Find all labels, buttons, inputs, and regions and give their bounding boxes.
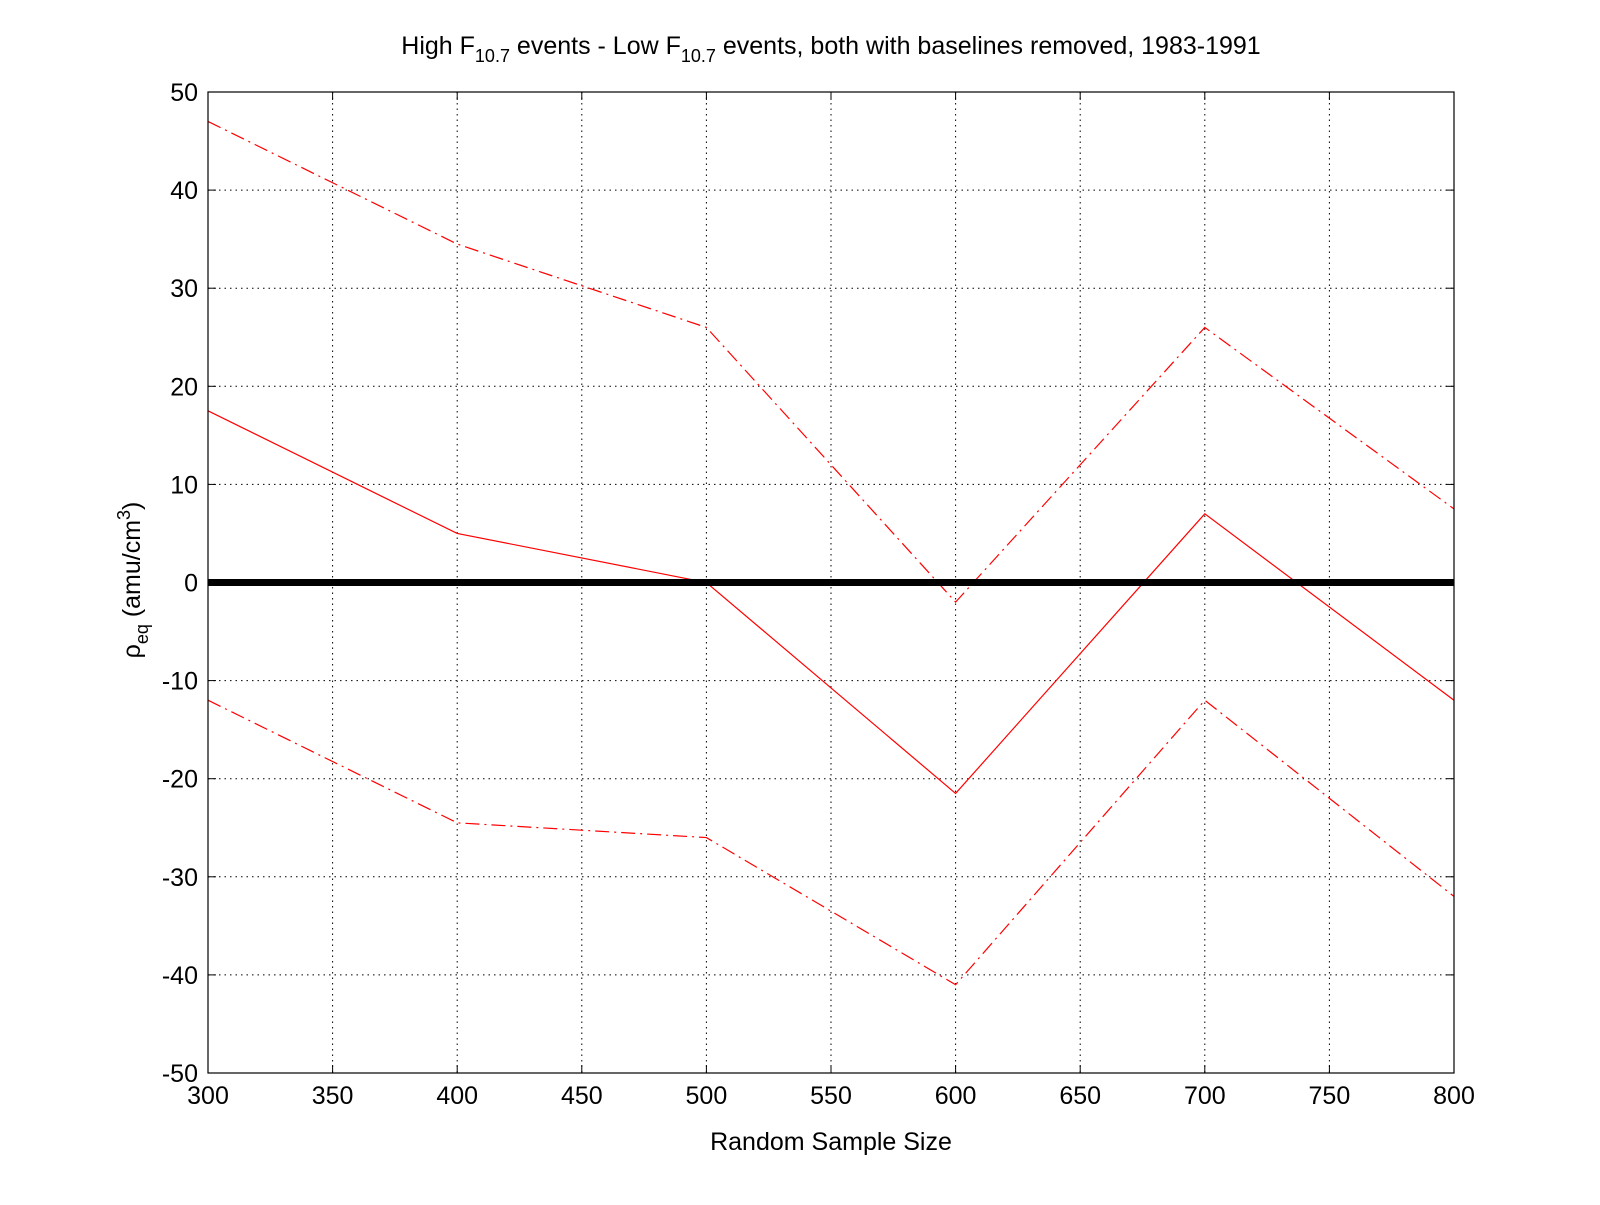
tick-layer: 300 350 400 450 500 550 600 650 700 750 800 50 40 30 2… — [162, 79, 1475, 1110]
y-tick-label: -30 — [162, 864, 198, 892]
series-line-2 — [207, 120, 1455, 604]
series-line-3 — [207, 699, 1455, 986]
y-tick-label: 30 — [170, 275, 198, 303]
x-tick-label: 750 — [1309, 1082, 1351, 1110]
title-subscript: 10.7 — [475, 46, 510, 66]
y-tick-label: -10 — [162, 668, 198, 696]
x-tick-label: 500 — [686, 1082, 728, 1110]
y-tick-label: 10 — [170, 471, 198, 499]
x-tick-label: 350 — [312, 1082, 354, 1110]
y-tick-label: -20 — [162, 766, 198, 794]
y-tick-label: 50 — [170, 79, 198, 107]
title-segment: events - Low F — [510, 32, 681, 60]
y-label-unit-close: ) — [118, 502, 146, 510]
title-segment: High F — [401, 32, 475, 60]
title-subscript: 10.7 — [681, 46, 716, 66]
y-tick-label: -40 — [162, 962, 198, 990]
chart-title: High F10.7 events - Low F10.7 events, bo… — [401, 32, 1260, 66]
x-tick-label: 600 — [935, 1082, 977, 1110]
x-tick-label: 800 — [1433, 1082, 1475, 1110]
y-tick-label: 40 — [170, 177, 198, 205]
y-label-symbol: ρ — [118, 644, 146, 658]
y-label-subscript: eq — [132, 624, 152, 644]
y-tick-label: 0 — [184, 570, 198, 598]
y-label-unit: (amu/cm — [118, 520, 146, 624]
y-tick-label: 20 — [170, 373, 198, 401]
y-tick-label: -50 — [162, 1060, 198, 1088]
x-tick-label: 650 — [1059, 1082, 1101, 1110]
title-segment: events, both with baselines removed, 198… — [716, 32, 1261, 60]
y-label-superscript: 3 — [114, 510, 134, 520]
series-line-1 — [207, 410, 1455, 795]
x-tick-label: 300 — [187, 1082, 229, 1110]
x-tick-label: 700 — [1184, 1082, 1226, 1110]
x-tick-label: 550 — [810, 1082, 852, 1110]
x-tick-label: 450 — [561, 1082, 603, 1110]
x-axis-label: Random Sample Size — [710, 1128, 952, 1156]
series-layer — [207, 120, 1455, 986]
x-tick-label: 400 — [436, 1082, 478, 1110]
y-axis-label: ρeq (amu/cm3) — [114, 502, 152, 659]
